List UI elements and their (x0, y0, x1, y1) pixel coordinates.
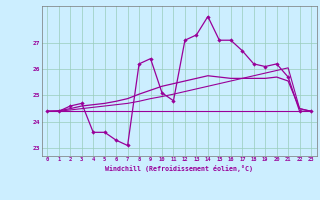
X-axis label: Windchill (Refroidissement éolien,°C): Windchill (Refroidissement éolien,°C) (105, 165, 253, 172)
